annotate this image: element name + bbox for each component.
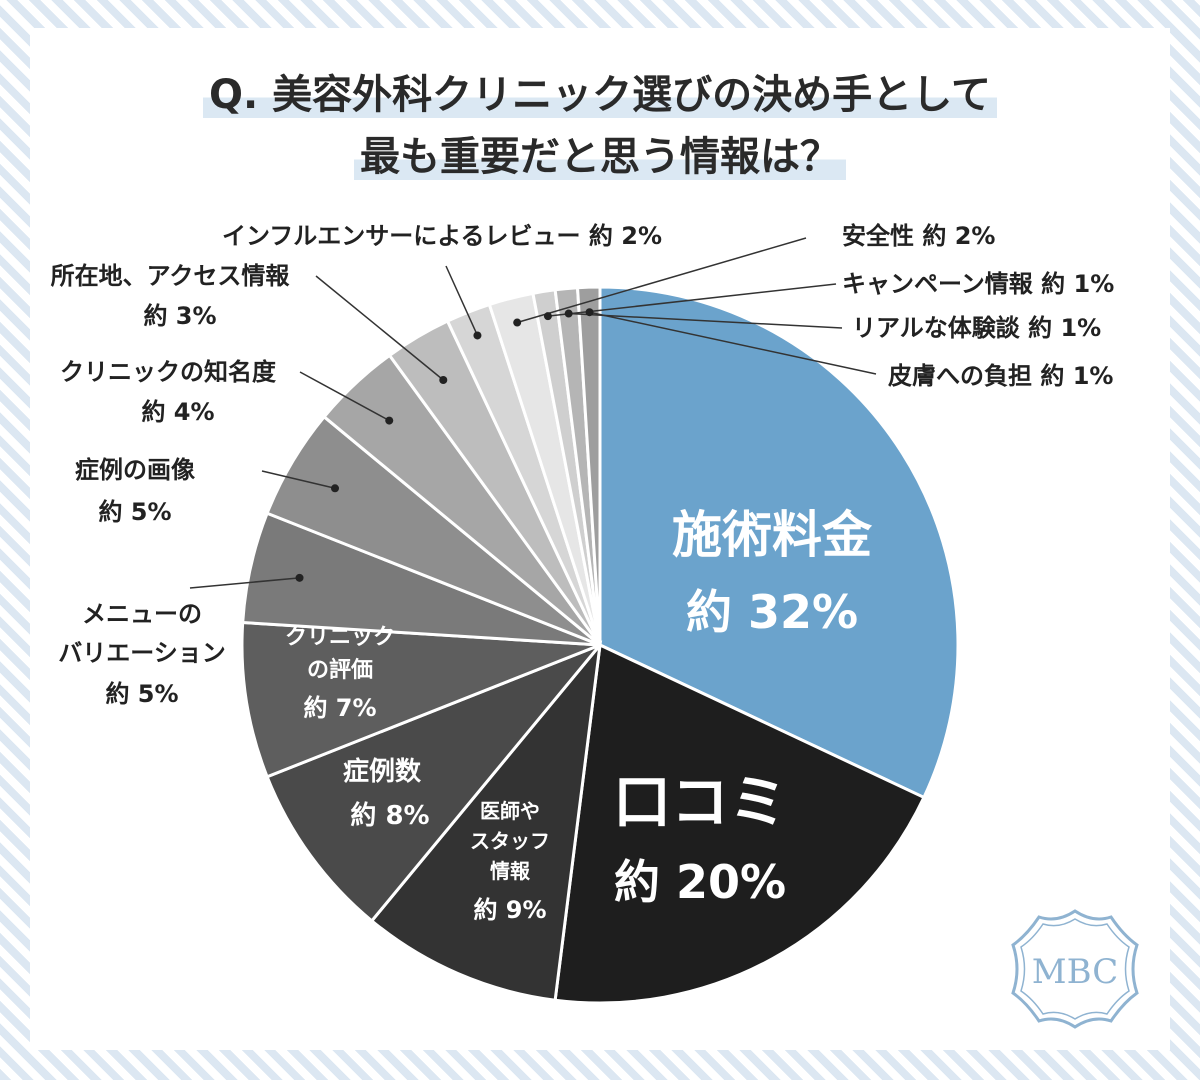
leader-dot-10 — [513, 318, 522, 327]
slice-label-images-name: 症例の画像 — [75, 456, 196, 484]
chart-title-line-1: Q. 美容外科クリニック選びの決め手として — [0, 62, 1200, 120]
leader-line-10 — [516, 237, 807, 324]
slice-label-rating-line1: クリニック — [285, 625, 395, 650]
leader-dot-11 — [543, 312, 552, 321]
slice-label-rating-value: 約 7% — [303, 694, 376, 722]
chart-title-text-2: 最も重要だと思う情報は？ — [354, 134, 846, 180]
pie-slices — [240, 285, 960, 1005]
leader-dot-12 — [564, 309, 573, 318]
chart-title-text-1: Q. 美容外科クリニック選びの決め手として — [203, 72, 997, 118]
leader-lines — [189, 237, 877, 589]
slice-label-doctor-value: 約 9% — [473, 896, 546, 924]
slice-label-fame-value: 約 4% — [141, 398, 214, 426]
logo-badge-outer — [1011, 909, 1139, 1029]
slice-label-experience: リアルな体験談 約 1% — [852, 314, 1101, 342]
leader-line-13 — [589, 311, 877, 375]
slice-label-skin: 皮膚への負担 約 1% — [888, 362, 1113, 390]
slice-label-menu-value: 約 5% — [105, 680, 178, 708]
slice-label-kuchikomi-value: 約 20% — [614, 855, 786, 909]
mbc-logo: MBC — [1011, 909, 1139, 1029]
logo-text: MBC — [1032, 952, 1118, 992]
slice-label-cases-name: 症例数 — [343, 756, 422, 787]
slice-label-access-name: 所在地、アクセス情報 — [51, 262, 291, 290]
leader-line-6 — [261, 470, 336, 490]
slice-label-doctor-line3: 情報 — [490, 859, 531, 883]
pie-slice-13 — [575, 285, 602, 646]
leader-line-5 — [189, 577, 300, 589]
slice-label-campaign: キャンペーン情報 約 1% — [842, 270, 1114, 298]
slice-label-rating-line2: の評価 — [307, 657, 373, 683]
slice-label-kuchikomi-name: 口コミ — [613, 768, 787, 836]
slice-label-fame-name: クリニックの知名度 — [60, 358, 277, 386]
slice-label-doctor-line2: スタッフ — [470, 829, 550, 853]
pie-slice-4 — [240, 620, 601, 779]
leader-dot-13 — [585, 308, 594, 317]
leader-dot-7 — [385, 416, 394, 425]
slice-label-menu-line1: メニューの — [82, 600, 202, 628]
leader-line-7 — [299, 371, 390, 422]
slice-label-access-value: 約 3% — [143, 302, 216, 330]
logo-badge-inner — [1020, 918, 1130, 1020]
leader-dot-9 — [473, 331, 482, 340]
chart-title-line-2: 最も重要だと思う情報は？ — [0, 124, 1200, 182]
pie-slice-3 — [265, 643, 602, 923]
slice-label-sekijutsu-value: 約 32% — [686, 585, 858, 639]
pie-slice-1 — [553, 642, 926, 1005]
slice-label-images-value: 約 5% — [98, 498, 171, 526]
leader-line-9 — [445, 265, 479, 336]
slice-label-influencer: インフルエンサーによるレビュー 約 2% — [222, 222, 662, 250]
leader-line-8 — [315, 275, 444, 381]
leader-dot-5 — [295, 573, 304, 582]
slice-label-sekijutsu-name: 施術料金 — [672, 506, 873, 564]
slice-label-cases-value: 約 8% — [350, 800, 429, 831]
slice-label-menu-line2: バリエーション — [58, 639, 226, 667]
slice-label-doctor-line1: 医師や — [480, 799, 540, 823]
slice-label-safety: 安全性 約 2% — [842, 222, 995, 250]
leader-dot-8 — [439, 375, 448, 384]
pie-slice-2 — [369, 640, 603, 1002]
leader-line-12 — [568, 312, 843, 329]
pie-slice-0 — [598, 285, 960, 800]
leader-line-11 — [547, 283, 837, 317]
leader-dot-6 — [330, 484, 339, 493]
